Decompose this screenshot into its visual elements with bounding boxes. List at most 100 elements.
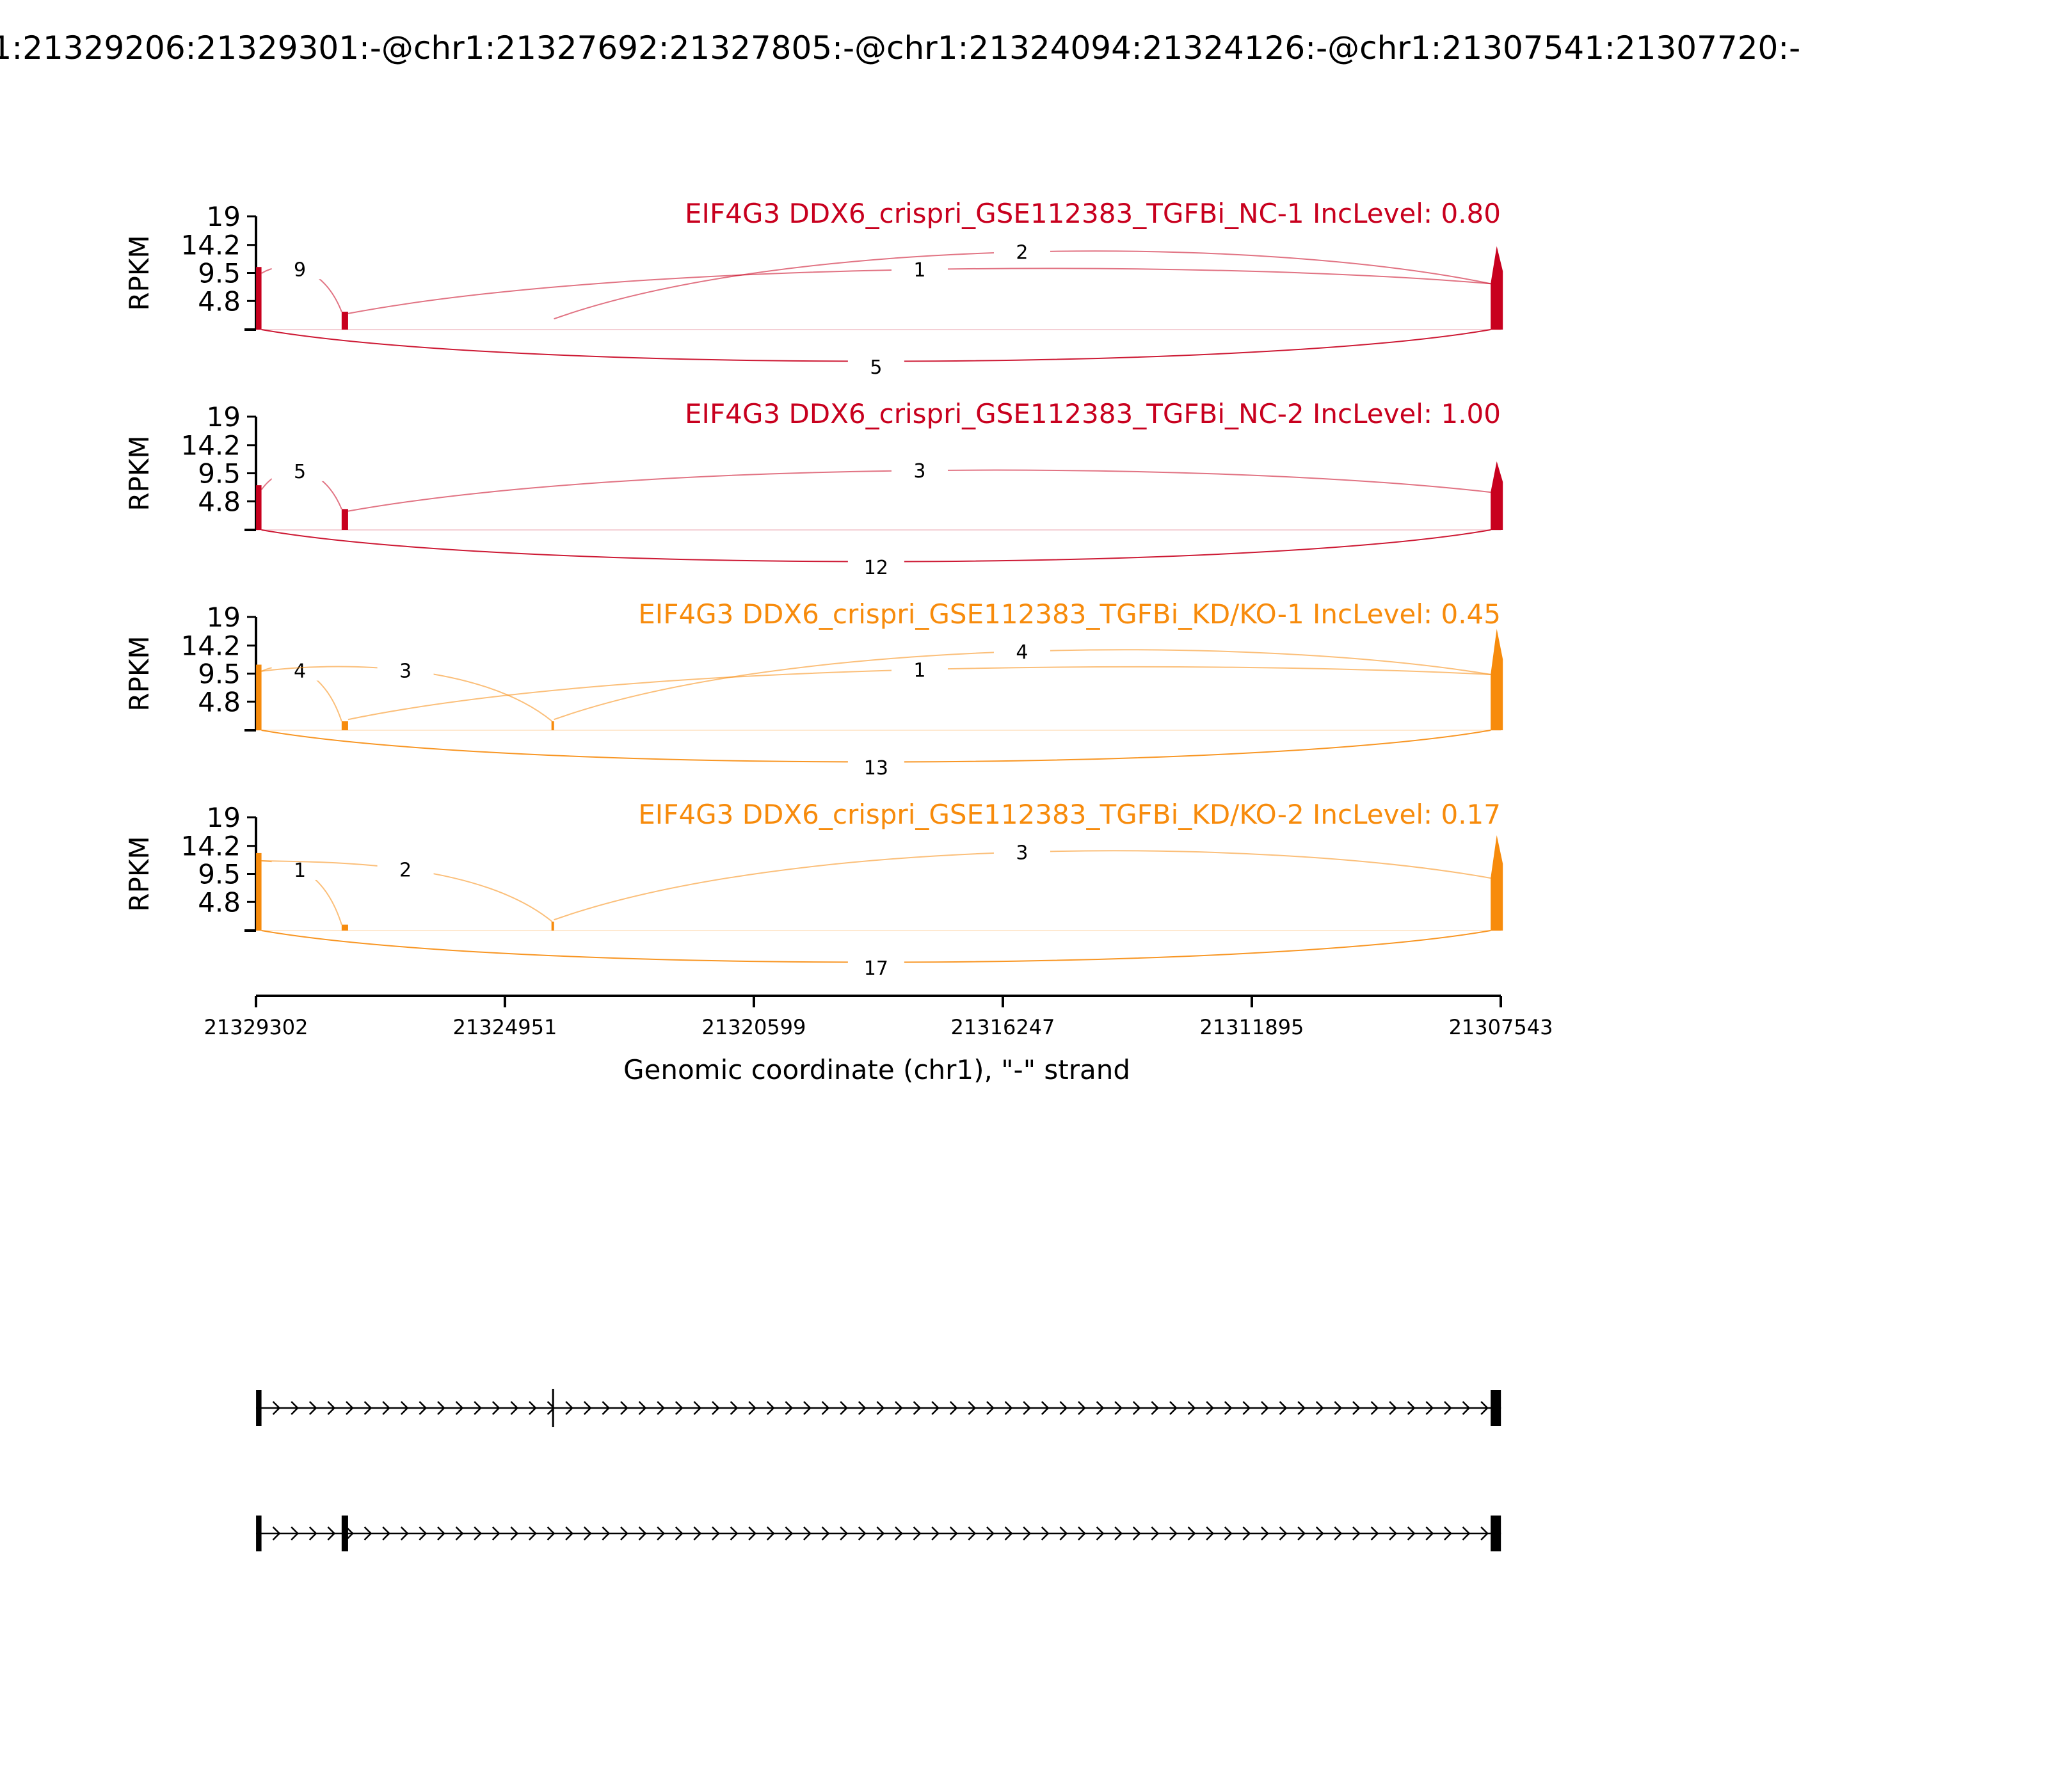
junction-label-bg xyxy=(891,257,948,280)
y-tick-label: 9.5 xyxy=(198,458,241,490)
isoform-track xyxy=(256,1516,1501,1551)
strand-chevron xyxy=(1444,1401,1452,1415)
sample-panel: 4.89.514.219 RPKM EIF4G3 DDX6_crispri_GSE1… xyxy=(124,598,1503,780)
junction-label: 3 xyxy=(1016,842,1028,864)
strand-chevron xyxy=(913,1526,922,1540)
strand-chevron xyxy=(803,1526,812,1540)
strand-chevron xyxy=(492,1401,500,1415)
strand-chevron xyxy=(1132,1526,1141,1540)
strand-chevron xyxy=(712,1401,720,1415)
y-tick-label: 19 xyxy=(207,201,241,232)
strand-chevron xyxy=(657,1401,665,1415)
coverage-peak-exon-2 xyxy=(341,509,348,530)
junction-label: 3 xyxy=(913,460,925,483)
strand-chevron xyxy=(1078,1526,1086,1540)
strand-chevron xyxy=(1425,1401,1434,1415)
strand-chevron xyxy=(1224,1401,1233,1415)
strand-chevron xyxy=(968,1526,977,1540)
strand-chevron xyxy=(1480,1401,1489,1415)
junction-label-bg xyxy=(847,755,904,778)
strand-chevron xyxy=(895,1526,903,1540)
strand-chevron xyxy=(1151,1401,1160,1415)
junction-label: 2 xyxy=(1016,242,1028,264)
strand-chevron xyxy=(1334,1526,1343,1540)
sample-title: EIF4G3 DDX6_crispri_GSE112383_TGFBi_NC-2… xyxy=(685,398,1501,429)
strand-chevron xyxy=(785,1526,794,1540)
strand-chevron xyxy=(492,1526,500,1540)
strand-chevron xyxy=(474,1401,482,1415)
strand-chevron xyxy=(529,1401,537,1415)
junction-label: 13 xyxy=(864,757,888,780)
strand-chevron xyxy=(840,1401,848,1415)
strand-chevron xyxy=(364,1526,372,1540)
coverage-peak-exon-1 xyxy=(256,664,262,730)
strand-chevron xyxy=(308,1526,317,1540)
strand-chevron xyxy=(602,1526,611,1540)
strand-chevron xyxy=(437,1526,445,1540)
strand-chevron xyxy=(1059,1526,1068,1540)
sample-title: EIF4G3 DDX6_crispri_GSE112383_TGFBi_NC-1… xyxy=(685,198,1501,229)
y-tick-label: 19 xyxy=(207,602,241,633)
strand-chevron xyxy=(1370,1526,1379,1540)
strand-chevron xyxy=(474,1526,482,1540)
sample-panel: 4.89.514.219 RPKM EIF4G3 DDX6_crispri_GSE1… xyxy=(124,398,1503,579)
strand-chevron xyxy=(1297,1401,1306,1415)
junction-label-bg xyxy=(891,657,948,680)
strand-chevron xyxy=(1407,1401,1416,1415)
strand-chevron xyxy=(986,1401,995,1415)
strand-chevron xyxy=(931,1401,940,1415)
coverage-peak-exon-1 xyxy=(256,852,262,931)
strand-chevron xyxy=(1279,1526,1288,1540)
strand-chevron xyxy=(1334,1401,1343,1415)
strand-chevron xyxy=(913,1401,922,1415)
y-tick-label: 14.2 xyxy=(180,630,241,662)
strand-chevron xyxy=(1078,1401,1086,1415)
strand-chevron xyxy=(1261,1401,1269,1415)
strand-chevron xyxy=(437,1401,445,1415)
x-tick-label: 21320599 xyxy=(702,1015,806,1039)
strand-chevron xyxy=(455,1526,464,1540)
y-axis-label: RPKM xyxy=(124,435,155,511)
strand-chevron xyxy=(1132,1401,1141,1415)
strand-chevron xyxy=(327,1401,336,1415)
strand-chevron xyxy=(1425,1526,1434,1540)
coverage-peak-exon-4 xyxy=(1491,246,1503,330)
exon-block xyxy=(256,1390,262,1426)
strand-chevron xyxy=(364,1401,372,1415)
strand-chevron xyxy=(565,1526,573,1540)
strand-chevron xyxy=(949,1401,958,1415)
strand-chevron xyxy=(1444,1526,1452,1540)
strand-chevron xyxy=(1389,1401,1397,1415)
junction-label-bg xyxy=(993,638,1050,662)
strand-chevron xyxy=(1370,1401,1379,1415)
junction-label: 2 xyxy=(399,859,412,881)
strand-chevron xyxy=(876,1526,885,1540)
strand-chevron xyxy=(840,1526,848,1540)
strand-chevron xyxy=(712,1526,720,1540)
x-axis: Genomic coordinate (chr1), "-" strand 21… xyxy=(204,995,1553,1085)
strand-chevron xyxy=(400,1526,409,1540)
y-tick-label: 4.8 xyxy=(198,686,241,717)
y-tick-label: 19 xyxy=(207,802,241,833)
exon-block xyxy=(1491,1390,1501,1426)
x-tick-label: 21329302 xyxy=(204,1015,308,1039)
strand-chevron xyxy=(1407,1526,1416,1540)
strand-chevron xyxy=(346,1526,354,1540)
y-axis-label: RPKM xyxy=(124,836,155,911)
strand-chevron xyxy=(529,1526,537,1540)
strand-chevron xyxy=(327,1526,336,1540)
strand-chevron xyxy=(1352,1401,1361,1415)
strand-chevron xyxy=(1041,1401,1050,1415)
sample-panel: 4.89.514.219 RPKM EIF4G3 DDX6_crispri_GSE1… xyxy=(124,799,1503,980)
junction-label-bg xyxy=(377,856,434,880)
strand-chevron xyxy=(272,1526,281,1540)
strand-chevron xyxy=(821,1526,830,1540)
strand-chevron xyxy=(1151,1526,1160,1540)
strand-chevron xyxy=(638,1526,647,1540)
strand-chevron xyxy=(986,1526,995,1540)
strand-chevron xyxy=(291,1401,299,1415)
strand-chevron xyxy=(620,1526,628,1540)
strand-chevron xyxy=(382,1526,390,1540)
